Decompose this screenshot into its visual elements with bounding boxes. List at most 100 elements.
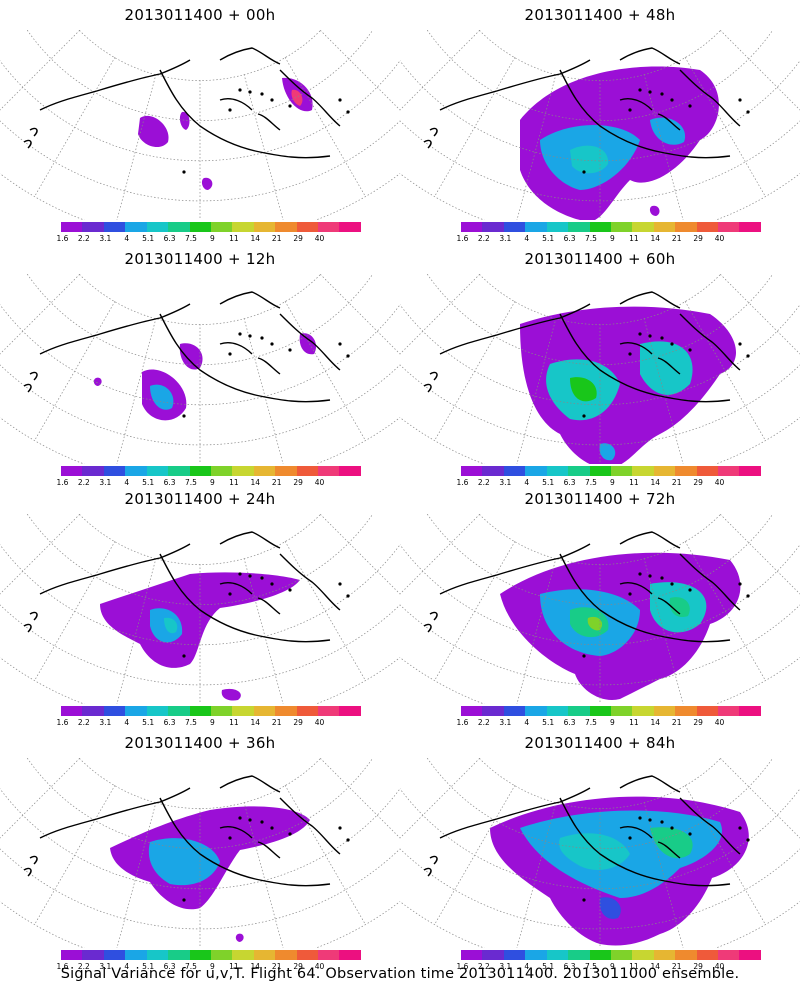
colorbar-swatch: [125, 466, 147, 476]
colorbar-swatch: [718, 706, 740, 716]
variance-region: [649, 205, 660, 216]
colorbar-label: 14: [650, 478, 661, 487]
graticule: [400, 30, 800, 220]
colorbar-label: 29: [693, 234, 703, 243]
map-panel: 2013011400 + 24h 1.6 2.2 3.1 4 5.1 6.3 7.5 9 11 14…: [0, 484, 400, 729]
colorbar-label: 14: [250, 718, 261, 727]
variance-region: [291, 89, 303, 106]
colorbar-swatch: [525, 466, 547, 476]
colorbar-swatch: [632, 222, 654, 232]
colorbar-label: 11: [229, 234, 239, 243]
colorbar-swatch: [482, 222, 504, 232]
colorbar-label: 21: [671, 962, 682, 971]
colorbar-swatch: [103, 466, 126, 476]
variance-region: [201, 177, 213, 190]
colorbar-swatch: [210, 222, 233, 232]
colorbar-label: 21: [671, 234, 682, 243]
colorbar-label: 29: [293, 718, 303, 727]
map-panel: 2013011400 + 84h 1.6 2.2 3.1 4 5.1 6.3 7.5 9 11 14…: [400, 728, 800, 973]
variance-region: [599, 897, 621, 919]
colorbar-swatch: [275, 706, 297, 716]
colorbar-label: 4: [524, 718, 530, 727]
colorbar-label: 2.2: [477, 234, 490, 243]
projection-map: [0, 514, 400, 704]
colorbar-label: 4: [524, 962, 530, 971]
colorbar-label: 7.5: [585, 478, 597, 487]
colorbar-label: 40: [714, 962, 725, 971]
colorbar-swatch: [61, 466, 83, 476]
colorbar-swatch: [189, 222, 211, 232]
colorbar-swatch: [653, 950, 676, 960]
variance-region: [640, 341, 693, 395]
colorbar-swatch: [189, 706, 211, 716]
colorbar-label: 14: [650, 234, 661, 243]
colorbar-swatch: [296, 950, 319, 960]
colorbar-swatch: [739, 222, 761, 232]
colorbar-swatch: [125, 222, 147, 232]
colorbar: [461, 950, 761, 960]
projection-map: [400, 30, 800, 220]
colorbar-swatch: [546, 950, 569, 960]
variance-region: [599, 443, 616, 461]
colorbar-swatch: [339, 466, 361, 476]
projection-map: [400, 514, 800, 704]
colorbar-label: 5.1: [542, 478, 555, 487]
coastline: [423, 291, 750, 418]
figure-caption: Signal Variance for u,v,T. Flight 64. Ob…: [60, 966, 740, 982]
colorbar-label: 3.1: [499, 962, 512, 971]
colorbar-swatch: [275, 950, 297, 960]
colorbar-swatch: [610, 706, 633, 716]
colorbar-label: 3.1: [99, 718, 112, 727]
coastline: [423, 47, 750, 174]
map-panel: 2013011400 + 36h 1.6 2.2 3.1 4 5.1 6.3 7.5 9 11 14…: [0, 728, 400, 973]
colorbar-label: 21: [671, 718, 682, 727]
panel-title: 2013011400 + 00h: [124, 6, 276, 24]
colorbar-label: 3.1: [499, 718, 512, 727]
colorbar-swatch: [482, 950, 504, 960]
projection-map: [0, 30, 400, 220]
colorbar-label: 5.1: [542, 718, 555, 727]
colorbar-label: 6.3: [563, 718, 576, 727]
variance-region: [669, 597, 690, 618]
colorbar-swatch: [146, 222, 169, 232]
colorbar-swatch: [103, 950, 126, 960]
colorbar-swatch: [461, 706, 483, 716]
colorbar-label: 6.3: [163, 962, 176, 971]
colorbar-label: 1.6: [456, 962, 469, 971]
panel-title: 2013011400 + 36h: [124, 734, 276, 752]
colorbar-swatch: [232, 706, 254, 716]
colorbar-label: 11: [629, 478, 639, 487]
colorbar-swatch: [61, 222, 83, 232]
colorbar-swatch: [61, 706, 83, 716]
variance-region: [587, 616, 603, 631]
colorbar-label: 2.2: [477, 478, 490, 487]
colorbar: [61, 950, 361, 960]
variance-region: [150, 384, 174, 410]
colorbar-swatch: [589, 950, 611, 960]
colorbar-label: 5.1: [142, 234, 155, 243]
colorbar-swatch: [589, 222, 611, 232]
map-panel: 2013011400 + 00h 1.6 2.2 3.1 4 5.1 6.3 7.5 9 11 14…: [0, 0, 400, 245]
colorbar-label: 29: [693, 478, 703, 487]
colorbar-swatch: [610, 466, 633, 476]
colorbar-label: 11: [629, 234, 639, 243]
colorbar-swatch: [318, 950, 340, 960]
variance-region: [650, 117, 686, 145]
colorbar-label: 29: [293, 962, 303, 971]
colorbar-label: 29: [693, 962, 703, 971]
colorbar-swatch: [568, 706, 590, 716]
colorbar-swatch: [318, 706, 340, 716]
colorbar-swatch: [718, 950, 740, 960]
colorbar-label: 21: [671, 478, 682, 487]
colorbar-label: 3.1: [99, 478, 112, 487]
colorbar-swatch: [318, 466, 340, 476]
colorbar-swatch: [461, 950, 483, 960]
colorbar-swatch: [125, 706, 147, 716]
colorbar-swatch: [525, 950, 547, 960]
colorbar-label: 7.5: [185, 718, 197, 727]
colorbar-label: 11: [229, 478, 239, 487]
colorbar-swatch: [675, 950, 697, 960]
colorbar-label: 2.2: [77, 234, 90, 243]
colorbar-swatch: [675, 222, 697, 232]
colorbar-swatch: [210, 466, 233, 476]
